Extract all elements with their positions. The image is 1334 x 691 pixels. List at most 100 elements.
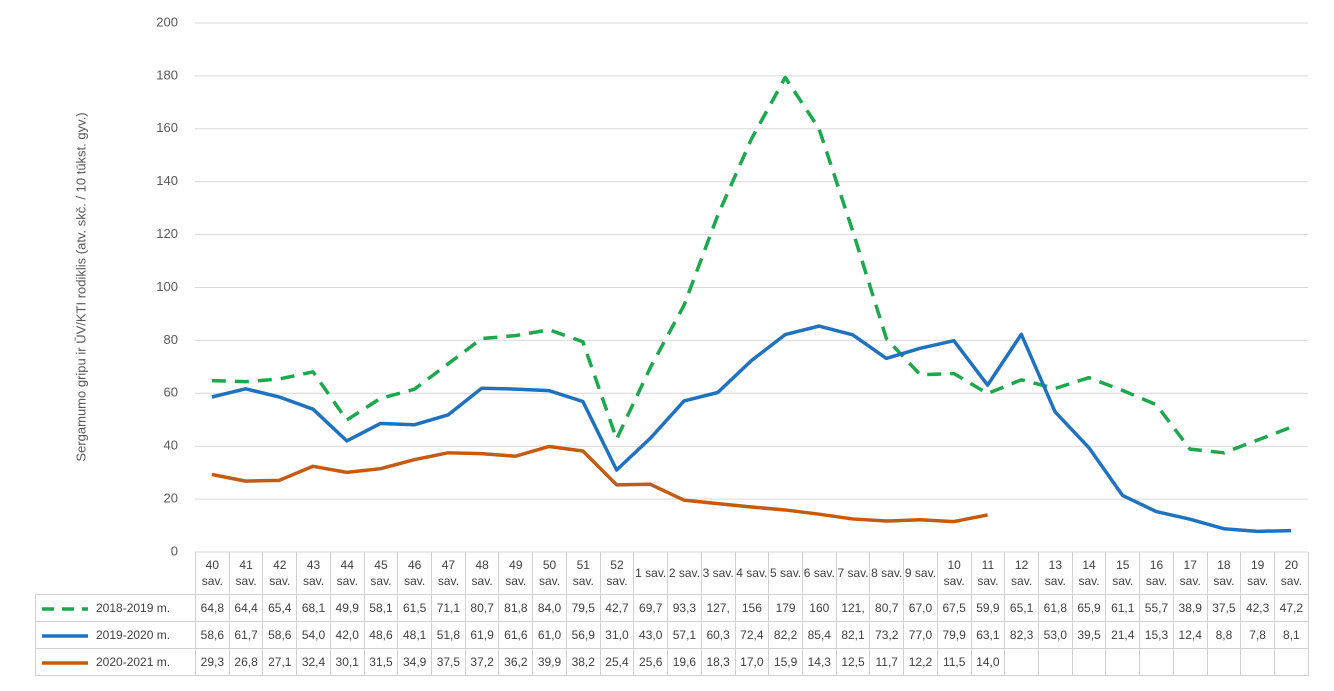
data-label: 82,3 — [1004, 621, 1039, 649]
data-label: 19,6 — [667, 648, 702, 676]
x-tick-label: 43 sav. — [296, 552, 331, 595]
data-label: 71,1 — [431, 594, 466, 622]
legend-label: 2018-2019 m. — [96, 601, 171, 615]
x-tick-label: 46 sav. — [397, 552, 433, 595]
x-tick-label: 12 sav. — [1004, 552, 1039, 595]
data-label: 31,0 — [599, 621, 635, 649]
x-tick-label: 3 sav. — [700, 552, 736, 595]
data-label: 36,2 — [498, 648, 534, 676]
data-label: 156 — [734, 594, 770, 622]
data-label: 15,3 — [1139, 621, 1174, 649]
x-tick-label: 11 sav. — [970, 552, 1006, 595]
data-label: 61,9 — [464, 621, 500, 649]
y-tick-label: 200 — [156, 14, 178, 29]
data-label: 25,4 — [599, 648, 635, 676]
data-label: 65,1 — [1004, 594, 1039, 622]
data-label — [1004, 648, 1039, 676]
blank-cell — [36, 552, 196, 595]
legend-entry: 2019-2020 m. — [35, 621, 196, 649]
data-label: 12,4 — [1172, 621, 1208, 649]
data-label: 65,9 — [1071, 594, 1107, 622]
data-label: 93,3 — [667, 594, 702, 622]
data-label: 65,4 — [262, 594, 298, 622]
y-tick-label: 180 — [156, 67, 178, 82]
x-tick-label: 19 sav. — [1240, 552, 1275, 595]
legend-swatch — [42, 634, 88, 638]
data-label: 160 — [801, 594, 837, 622]
x-tick-label: 15 sav. — [1105, 552, 1141, 595]
data-label: 64,4 — [228, 594, 264, 622]
x-tick-label: 20 sav. — [1274, 552, 1309, 595]
data-label: 82,2 — [768, 621, 803, 649]
data-label: 42,0 — [329, 621, 365, 649]
data-label: 84,0 — [532, 594, 567, 622]
data-label: 79,9 — [936, 621, 972, 649]
data-label: 14,0 — [970, 648, 1006, 676]
data-label: 27,1 — [262, 648, 298, 676]
x-tick-label: 9 sav. — [903, 552, 938, 595]
data-label: 32,4 — [296, 648, 331, 676]
data-label: 79,5 — [565, 594, 601, 622]
data-label: 56,9 — [565, 621, 601, 649]
x-tick-label: 49 sav. — [498, 552, 534, 595]
data-label — [1139, 648, 1174, 676]
data-label: 48,1 — [397, 621, 433, 649]
data-label: 15,9 — [768, 648, 803, 676]
data-label: 47,2 — [1274, 594, 1309, 622]
data-label: 58,6 — [262, 621, 298, 649]
data-label: 67,0 — [903, 594, 938, 622]
data-label: 121, — [835, 594, 871, 622]
data-label: 37,5 — [1206, 594, 1242, 622]
legend-label: 2019-2020 m. — [96, 628, 171, 642]
data-label: 61,5 — [397, 594, 433, 622]
data-label: 42,7 — [599, 594, 635, 622]
series-line — [211, 324, 1292, 534]
data-label: 43,0 — [633, 621, 669, 649]
data-label: 54,0 — [296, 621, 331, 649]
data-label: 8,1 — [1274, 621, 1309, 649]
y-tick-label: 60 — [164, 385, 178, 400]
data-label: 60,3 — [700, 621, 736, 649]
x-tick-label: 17 sav. — [1172, 552, 1208, 595]
data-label: 61,7 — [228, 621, 264, 649]
data-label: 37,5 — [431, 648, 466, 676]
data-label: 14,3 — [801, 648, 837, 676]
data-label: 38,2 — [565, 648, 601, 676]
data-label: 77,0 — [903, 621, 938, 649]
data-label: 51,8 — [431, 621, 466, 649]
x-tick-label: 42 sav. — [262, 552, 298, 595]
data-table: 40 sav. 41 sav. 42 sav. 43 sav. 44 sav. 45 sa… — [35, 552, 1309, 676]
x-tick-label: 18 sav. — [1206, 552, 1242, 595]
data-label: 38,9 — [1172, 594, 1208, 622]
data-label: 39,9 — [532, 648, 567, 676]
x-tick-label: 50 sav. — [532, 552, 567, 595]
y-tick-label: 40 — [164, 438, 178, 453]
data-label: 31,5 — [363, 648, 399, 676]
data-label: 30,1 — [329, 648, 365, 676]
data-label: 11,5 — [936, 648, 972, 676]
data-label: 12,5 — [835, 648, 871, 676]
data-label: 69,7 — [633, 594, 669, 622]
data-label: 25,6 — [633, 648, 669, 676]
y-tick-label: 120 — [156, 226, 178, 241]
data-label: 58,1 — [363, 594, 399, 622]
legend-swatch — [42, 607, 88, 611]
data-label — [1172, 648, 1208, 676]
data-label — [1105, 648, 1141, 676]
data-label: 49,9 — [329, 594, 365, 622]
data-label: 85,4 — [801, 621, 837, 649]
data-label: 82,1 — [835, 621, 871, 649]
x-tick-label: 45 sav. — [363, 552, 399, 595]
data-label — [1037, 648, 1073, 676]
series-row: 2019-2020 m. 58,6 61,7 58,6 54,0 42,0 48,6 48,1… — [35, 621, 1309, 649]
series-line — [211, 444, 988, 524]
data-label: 73,2 — [869, 621, 905, 649]
x-tick-label: 47 sav. — [431, 552, 466, 595]
data-label: 53,0 — [1037, 621, 1073, 649]
data-label: 8,8 — [1206, 621, 1242, 649]
data-label: 61,8 — [1037, 594, 1073, 622]
legend-label: 2020-2021 m. — [96, 655, 171, 669]
data-label: 42,3 — [1240, 594, 1275, 622]
y-tick-label: 0 — [171, 543, 178, 558]
